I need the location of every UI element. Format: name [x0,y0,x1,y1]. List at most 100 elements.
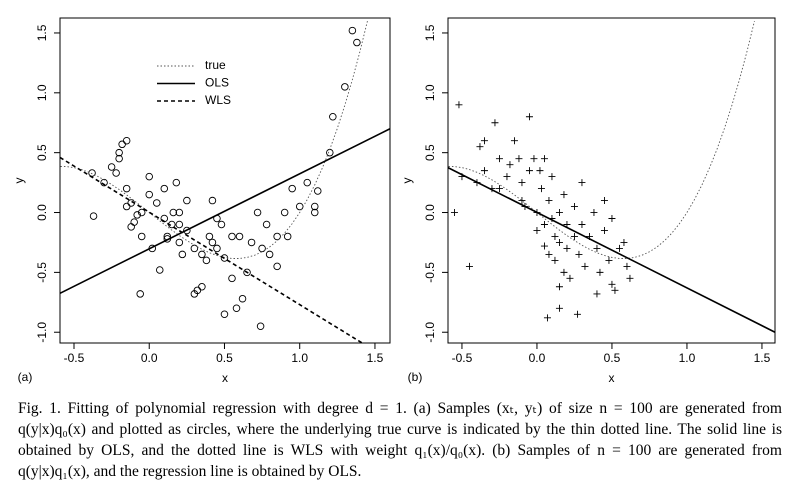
point [566,274,574,282]
figure: -0.5 0.0 0.5 1.0 1.5 -1.0 -0.5 0.0 0.5 1.0 1.5 x y (a… [12,17,776,385]
plot-frame [447,17,776,344]
y-tick-label: -1.0 [35,322,49,343]
line [447,166,776,333]
x-tick-label: 0.5 [216,351,233,365]
point [326,148,334,157]
point [555,209,563,217]
y-tick-label: -0.5 [423,262,437,283]
point [543,314,551,322]
point [88,169,96,177]
point [262,220,271,229]
plot-frame [59,17,391,344]
point [465,262,473,270]
point [450,209,458,217]
y-tick-label: -0.5 [35,262,49,283]
y-tick-label: 0.0 [423,204,437,221]
point [555,238,563,246]
point [560,268,568,276]
point [525,167,533,175]
point [593,290,601,298]
point [348,26,357,35]
point [145,190,153,199]
line [60,21,368,259]
point [596,268,604,276]
point [247,238,256,247]
point [518,197,526,205]
point [190,244,199,253]
y-tick-label: 0.5 [423,144,437,161]
point [491,119,499,127]
point [540,155,548,163]
point [213,244,221,253]
point [208,196,217,205]
point [217,220,226,229]
x-axis-label: x [609,371,615,385]
x-tick-label: 1.5 [367,351,384,365]
x-tick-label: 1.0 [679,351,696,365]
point [540,242,548,250]
point [156,266,164,274]
point [611,286,619,294]
point [551,232,559,240]
point [100,178,108,187]
point [600,226,608,234]
point [530,155,538,163]
point [175,220,184,229]
point [510,137,518,145]
x-tick-label: 0.0 [529,351,546,365]
point [208,238,217,247]
point [183,226,191,235]
y-tick-label: 1.5 [423,24,437,41]
point [137,232,146,241]
point [533,226,541,234]
x-tick-label: -0.5 [64,351,85,365]
point [89,212,98,220]
point [495,185,503,193]
point [570,232,578,240]
point [122,184,131,193]
y-tick-label: 0.5 [35,144,49,161]
panel-label: (a) [18,370,33,384]
x-tick-label: 0.5 [604,351,621,365]
y-axis-label: y [400,178,414,184]
point [175,238,184,247]
panel-label: (b) [408,370,423,384]
line [59,128,391,295]
x-tick-label: 1.0 [291,351,308,365]
point [273,262,281,271]
x-axis-label: x [222,371,228,385]
point [311,208,319,217]
point [243,268,251,277]
point [578,179,586,187]
y-tick-label: 1.0 [423,84,437,101]
point [455,101,463,109]
point [476,143,484,151]
y-tick-label: 1.5 [35,24,49,41]
point [303,178,311,187]
legend-label: true [205,58,226,72]
point [122,202,131,211]
point [545,250,553,258]
x-tick-label: 1.5 [754,351,771,365]
point [193,286,202,295]
point [563,244,571,252]
point [545,197,553,205]
point [329,113,337,121]
point [593,244,601,252]
point [578,220,586,228]
point [570,203,578,211]
point [515,155,523,163]
point [555,304,563,312]
point [506,161,514,169]
point [172,178,181,187]
point [115,154,123,163]
line [59,156,363,344]
point [560,191,568,199]
point [265,250,274,259]
point [608,280,616,288]
point [220,310,229,319]
point [198,282,206,291]
point [238,294,247,303]
y-tick-label: 0.0 [35,204,49,221]
